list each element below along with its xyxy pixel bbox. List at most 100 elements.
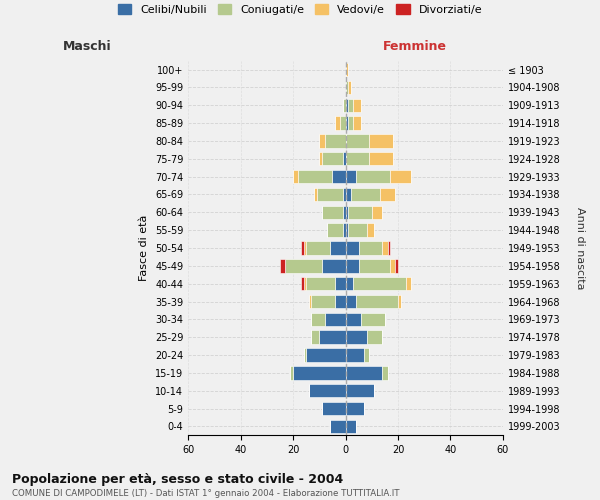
Bar bbox=[367, 224, 374, 237]
Bar bbox=[322, 259, 346, 272]
Bar bbox=[325, 134, 346, 147]
Bar bbox=[346, 188, 351, 201]
Bar bbox=[330, 420, 346, 433]
Bar bbox=[306, 348, 346, 362]
Text: Popolazione per età, sesso e stato civile - 2004: Popolazione per età, sesso e stato civil… bbox=[12, 472, 343, 486]
Bar bbox=[346, 366, 382, 380]
Bar bbox=[293, 366, 346, 380]
Bar bbox=[364, 348, 369, 362]
Bar bbox=[353, 277, 406, 290]
Bar bbox=[380, 188, 395, 201]
Bar bbox=[343, 98, 346, 112]
Bar bbox=[317, 188, 343, 201]
Bar bbox=[390, 259, 395, 272]
Bar bbox=[293, 170, 298, 183]
Bar bbox=[325, 312, 346, 326]
Bar bbox=[301, 242, 304, 254]
Bar bbox=[346, 81, 348, 94]
Bar bbox=[348, 81, 351, 94]
Bar bbox=[372, 206, 382, 219]
Bar bbox=[322, 206, 343, 219]
Bar bbox=[346, 224, 348, 237]
Bar bbox=[398, 295, 401, 308]
Bar bbox=[369, 152, 393, 166]
Bar bbox=[327, 224, 343, 237]
Bar bbox=[346, 259, 359, 272]
Bar bbox=[319, 134, 325, 147]
Bar bbox=[390, 170, 411, 183]
Bar bbox=[346, 134, 369, 147]
Bar bbox=[309, 384, 346, 398]
Bar bbox=[361, 312, 385, 326]
Bar bbox=[346, 277, 353, 290]
Text: Maschi: Maschi bbox=[63, 40, 112, 53]
Bar bbox=[367, 330, 382, 344]
Bar bbox=[353, 116, 361, 130]
Bar bbox=[335, 277, 346, 290]
Bar bbox=[382, 242, 388, 254]
Bar bbox=[340, 116, 346, 130]
Bar bbox=[311, 312, 325, 326]
Bar bbox=[304, 348, 306, 362]
Bar bbox=[346, 242, 359, 254]
Bar bbox=[346, 295, 356, 308]
Bar bbox=[319, 330, 346, 344]
Bar bbox=[356, 295, 398, 308]
Bar bbox=[346, 330, 367, 344]
Bar bbox=[301, 277, 304, 290]
Bar bbox=[290, 366, 293, 380]
Bar bbox=[348, 98, 353, 112]
Bar bbox=[335, 295, 346, 308]
Text: Femmine: Femmine bbox=[383, 40, 447, 53]
Bar bbox=[280, 259, 285, 272]
Bar bbox=[346, 152, 369, 166]
Bar bbox=[335, 116, 340, 130]
Bar bbox=[311, 330, 319, 344]
Bar bbox=[346, 402, 364, 415]
Bar bbox=[388, 242, 390, 254]
Bar bbox=[343, 206, 346, 219]
Bar bbox=[348, 206, 372, 219]
Bar bbox=[343, 224, 346, 237]
Bar bbox=[322, 152, 343, 166]
Bar bbox=[359, 242, 382, 254]
Bar bbox=[356, 170, 390, 183]
Bar bbox=[382, 366, 388, 380]
Bar bbox=[348, 224, 367, 237]
Bar bbox=[348, 116, 353, 130]
Bar bbox=[306, 242, 330, 254]
Bar bbox=[322, 402, 346, 415]
Bar bbox=[395, 259, 398, 272]
Bar bbox=[346, 384, 374, 398]
Bar bbox=[319, 152, 322, 166]
Bar bbox=[330, 242, 346, 254]
Bar bbox=[351, 188, 380, 201]
Bar bbox=[298, 170, 332, 183]
Text: COMUNE DI CAMPODIMELE (LT) - Dati ISTAT 1° gennaio 2004 - Elaborazione TUTTITALI: COMUNE DI CAMPODIMELE (LT) - Dati ISTAT … bbox=[12, 489, 400, 498]
Bar bbox=[306, 277, 335, 290]
Bar bbox=[285, 259, 322, 272]
Bar bbox=[309, 295, 311, 308]
Bar bbox=[346, 170, 356, 183]
Legend: Celibi/Nubili, Coniugati/e, Vedovi/e, Divorziati/e: Celibi/Nubili, Coniugati/e, Vedovi/e, Di… bbox=[113, 0, 487, 20]
Bar bbox=[304, 277, 306, 290]
Y-axis label: Anni di nascita: Anni di nascita bbox=[575, 206, 585, 289]
Bar bbox=[346, 348, 364, 362]
Y-axis label: Fasce di età: Fasce di età bbox=[139, 215, 149, 281]
Bar bbox=[346, 206, 348, 219]
Bar bbox=[346, 420, 356, 433]
Bar bbox=[346, 98, 348, 112]
Bar bbox=[359, 259, 390, 272]
Bar bbox=[346, 63, 348, 76]
Bar bbox=[346, 312, 361, 326]
Bar bbox=[311, 295, 335, 308]
Bar bbox=[343, 188, 346, 201]
Bar bbox=[343, 152, 346, 166]
Bar bbox=[346, 116, 348, 130]
Bar bbox=[353, 98, 361, 112]
Bar bbox=[369, 134, 393, 147]
Bar bbox=[314, 188, 317, 201]
Bar bbox=[332, 170, 346, 183]
Bar bbox=[304, 242, 306, 254]
Bar bbox=[406, 277, 411, 290]
